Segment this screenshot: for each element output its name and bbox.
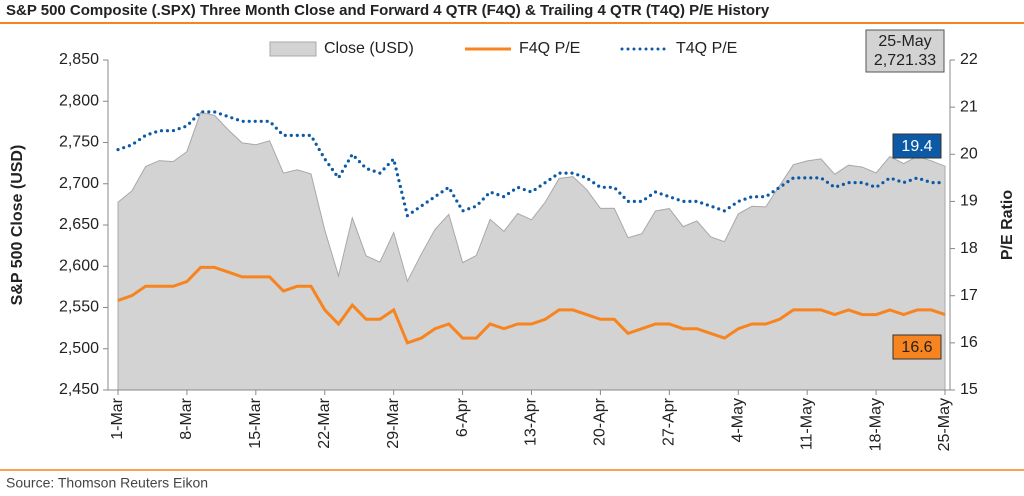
y-tick-label: 2,550: [59, 299, 99, 316]
x-tick-label: 27-Apr: [661, 397, 678, 446]
y-axis-title: S&P 500 Close (USD): [9, 145, 26, 306]
callout-date: 25-May: [878, 33, 931, 50]
y2-tick-label: 15: [960, 381, 978, 398]
x-tick-label: 29-Mar: [385, 397, 402, 448]
y-tick-label: 2,500: [59, 340, 99, 357]
x-tick-label: 22-Mar: [316, 397, 333, 448]
y2-tick-label: 18: [960, 240, 978, 257]
x-tick-label: 4-May: [729, 398, 746, 442]
x-tick-label: 1-Mar: [109, 397, 126, 439]
y2-tick-label: 20: [960, 146, 978, 163]
f4q-line: [117, 265, 946, 345]
y2-tick-label: 21: [960, 98, 978, 115]
x-tick-label: 15-Mar: [247, 397, 264, 448]
y-tick-label: 2,850: [59, 51, 99, 68]
x-tick-label: 18-May: [867, 398, 884, 451]
callout-close: 2,721.33: [874, 52, 936, 69]
y-tick-label: 2,800: [59, 92, 99, 109]
y-tick-label: 2,450: [59, 381, 99, 398]
y2-tick-label: 19: [960, 193, 978, 210]
legend-swatch: [269, 41, 317, 57]
y-tick-label: 2,650: [59, 216, 99, 233]
x-tick-label: 20-Apr: [592, 397, 609, 446]
y2-tick-label: 17: [960, 287, 978, 304]
legend-label: Close (USD): [324, 40, 414, 57]
legend-label: F4Q P/E: [519, 40, 580, 57]
y2-axis-title: P/E Ratio: [999, 190, 1016, 260]
y-tick-label: 2,700: [59, 175, 99, 192]
f4q-callout-label: 16.6: [901, 339, 932, 356]
x-tick-label: 6-Apr: [454, 397, 471, 437]
t4q-callout-box: [892, 133, 942, 159]
f4q-callout-box: [892, 334, 942, 360]
y2-tick-label: 22: [960, 51, 978, 68]
x-tick-label: 8-Mar: [178, 397, 195, 439]
x-tick-label: 11-May: [798, 398, 815, 450]
source: Source: Thomson Reuters Eikon: [6, 475, 208, 491]
y-tick-label: 2,600: [59, 257, 99, 274]
chart-title: S&P 500 Composite (.SPX) Three Month Clo…: [6, 2, 770, 19]
y-tick-label: 2,750: [59, 134, 99, 151]
x-tick-label: 25-May: [936, 398, 953, 451]
y2-tick-label: 16: [960, 334, 978, 351]
t4q-callout-label: 19.4: [901, 138, 932, 155]
x-tick-label: 13-Apr: [523, 397, 540, 446]
close-callout-box: [865, 29, 945, 73]
close-area: [117, 111, 946, 391]
legend-label: T4Q P/E: [676, 40, 737, 57]
t4q-line: [116, 110, 947, 219]
